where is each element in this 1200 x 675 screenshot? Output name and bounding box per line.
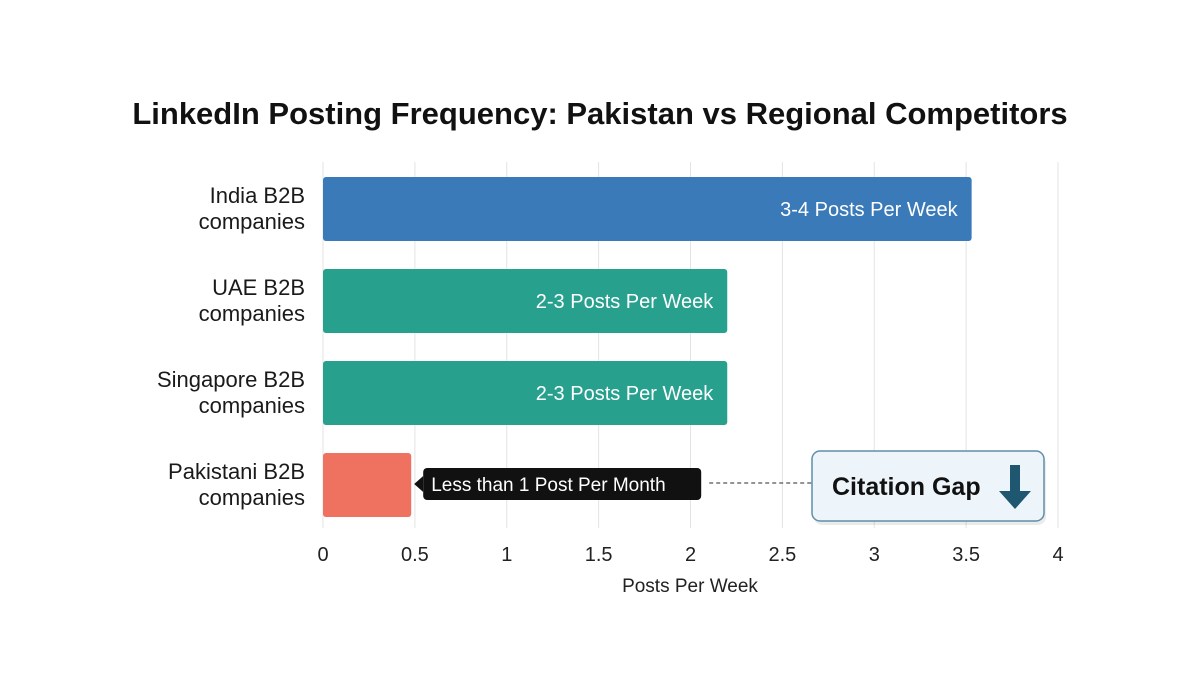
category-label-line: companies [199,485,305,510]
x-tick-label-2: 1 [501,544,512,566]
bar-2 [323,361,728,425]
category-label-1: UAE B2B companies [199,275,305,326]
x-tick-label-0: 0 [317,544,328,566]
bar-value-label-1: 2-3 Posts Per Week [536,291,714,313]
bar-0 [323,177,972,241]
category-label-line: companies [199,393,305,418]
category-label-line: companies [199,301,305,326]
category-label-3: Pakistani B2B companies [168,459,305,510]
bar-1 [323,269,728,333]
category-label-line: UAE B2B [212,275,305,300]
callout-box [423,468,702,500]
x-tick-label-7: 3.5 [952,544,980,566]
bar-value-label-2: 2-3 Posts Per Week [536,383,714,405]
category-label-line: Singapore B2B [157,367,305,392]
x-tick-label-4: 2 [685,544,696,566]
x-tick-label-1: 0.5 [401,544,429,566]
bars: 3-4 Posts Per Week 2-3 Posts Per Week 2-3 … [323,177,972,517]
callout-pointer [414,476,424,492]
annotation-text: Citation Gap [832,473,981,501]
category-label-2: Singapore B2B companies [157,367,305,418]
category-label-line: Pakistani B2B [168,459,305,484]
x-axis-label: Posts Per Week [622,576,758,597]
x-axis-ticks: 0 0.5 1 1.5 2 2.5 3 3.5 4 [317,544,1063,566]
arrow-down-icon [999,465,1031,509]
bar-value-label-0: 3-4 Posts Per Week [780,199,958,221]
category-label-line: India B2B [210,183,305,208]
bar-value-label-3: Less than 1 Post Per Month [431,475,665,496]
annotation-box [811,450,1045,522]
x-tick-label-8: 4 [1052,544,1063,566]
chart-title: LinkedIn Posting Frequency: Pakistan vs … [132,96,1067,131]
x-tick-label-6: 3 [869,544,880,566]
category-label-0: India B2B companies [199,183,305,234]
category-label-line: companies [199,209,305,234]
citation-gap-annotation: Citation Gap [709,450,1046,525]
bar-3 [323,453,412,517]
x-tick-label-3: 1.5 [585,544,613,566]
x-tick-label-5: 2.5 [768,544,796,566]
